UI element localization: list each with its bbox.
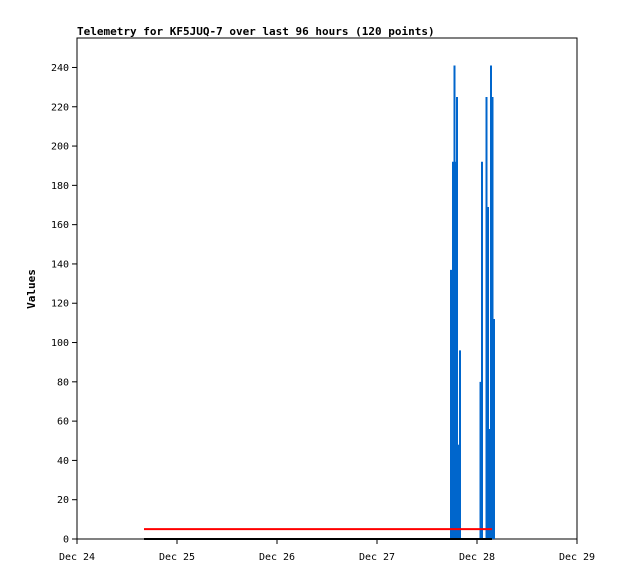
x-tick-label: Dec 25: [159, 552, 195, 563]
x-tick-label: Dec 24: [59, 552, 95, 563]
y-tick-label: 80: [57, 377, 69, 388]
x-tick-label: Dec 26: [259, 552, 295, 563]
y-tick-label: 120: [51, 299, 69, 310]
x-tick-label: Dec 29: [559, 552, 595, 563]
y-tick-label: 40: [57, 456, 69, 467]
chart-title: Telemetry for KF5JUQ-7 over last 96 hour…: [77, 25, 435, 38]
y-axis: 0 20 40 60 80 100 120 140 160 180 200 220 240: [51, 63, 77, 546]
y-tick-label: 20: [57, 495, 69, 506]
x-axis: Dec 24 Dec 25 Dec 26 Dec 27 Dec 28 Dec 29: [59, 539, 595, 563]
y-tick-label: 160: [51, 220, 69, 231]
plot-frame: [76, 37, 578, 540]
x-tick-label: Dec 28: [459, 552, 495, 563]
y-tick-label: 140: [51, 259, 69, 270]
y-tick-label: 180: [51, 181, 69, 192]
y-axis-label: Values: [25, 269, 38, 309]
y-tick-label: 240: [51, 63, 69, 74]
y-tick-label: 220: [51, 102, 69, 113]
y-tick-label: 100: [51, 338, 69, 349]
x-tick-label: Dec 27: [359, 552, 395, 563]
y-tick-label: 0: [63, 535, 69, 546]
y-tick-label: 200: [51, 142, 69, 153]
series-layer: [144, 65, 495, 540]
y-tick-label: 60: [57, 417, 69, 428]
